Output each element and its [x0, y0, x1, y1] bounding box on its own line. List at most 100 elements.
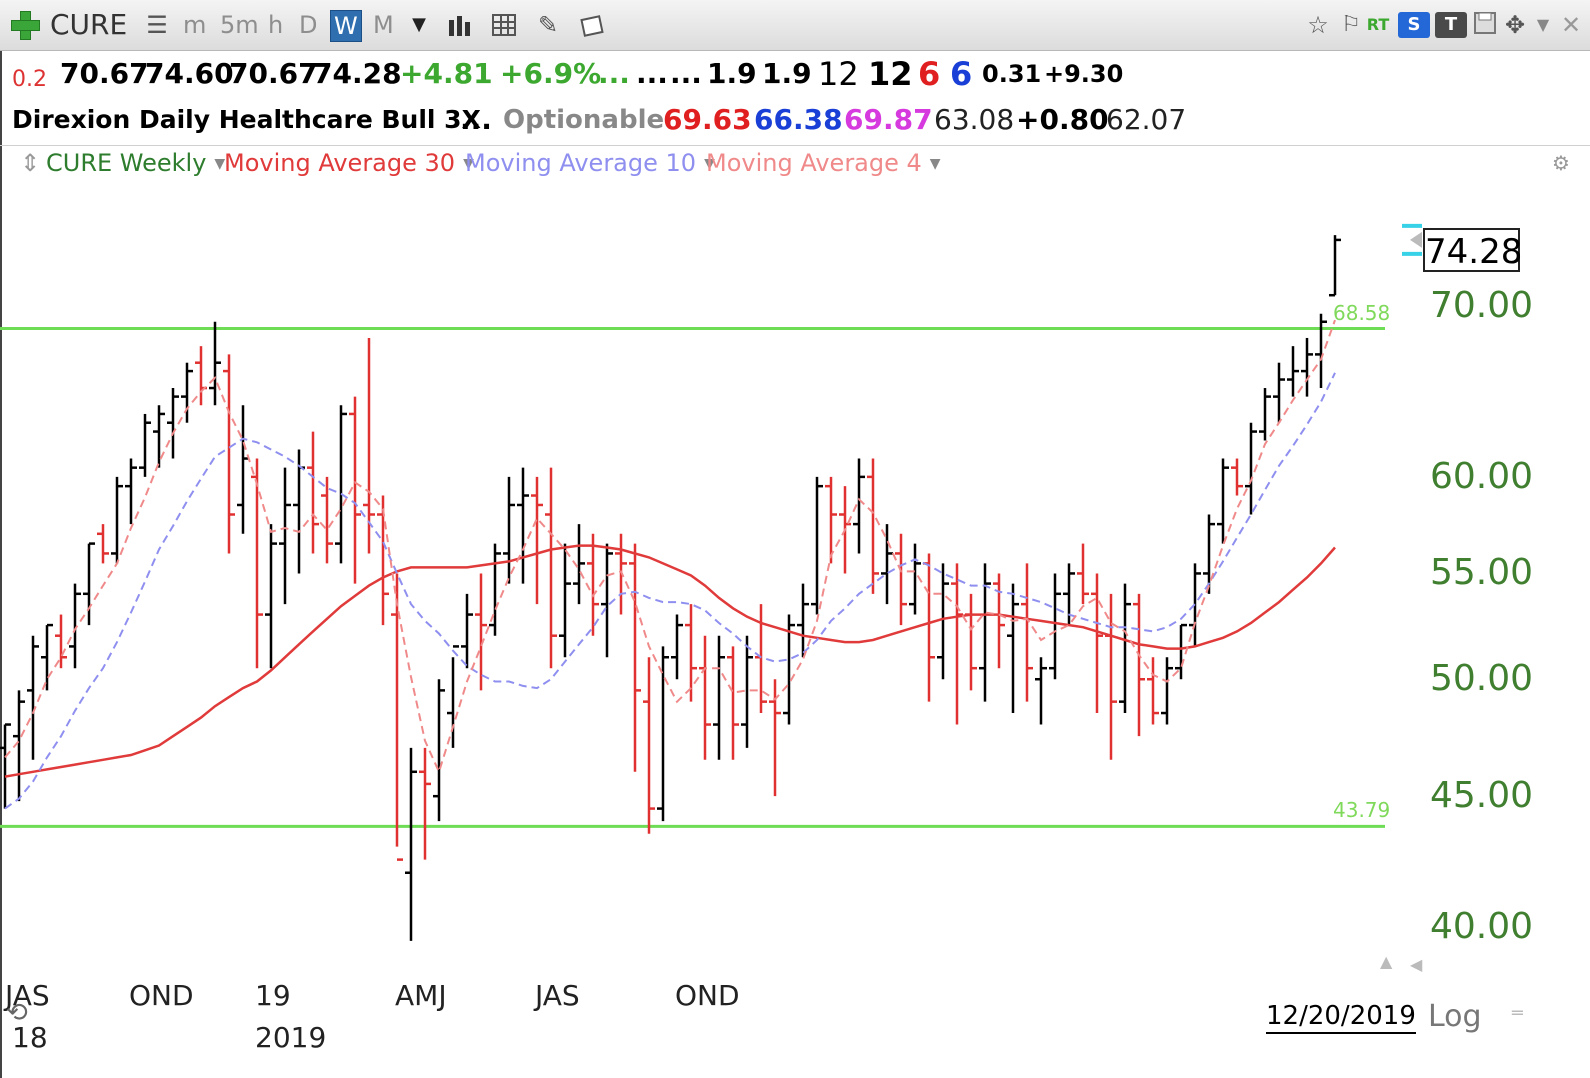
- period-week[interactable]: W: [330, 10, 362, 42]
- instrument-name: Direxion Daily Healthcare Bull 3X: [12, 105, 481, 134]
- ohlc-bar: [349, 396, 361, 584]
- period-minute[interactable]: m: [183, 11, 207, 39]
- star-icon[interactable]: ☆: [1307, 11, 1329, 39]
- ohlc-bar: [1273, 362, 1285, 423]
- legend-ma4[interactable]: Moving Average 4 ▼: [706, 149, 941, 177]
- reorder-handle-icon[interactable]: ⇕: [20, 149, 41, 177]
- ohlc-bar: [1203, 514, 1215, 594]
- ohlc-bar: [1091, 573, 1103, 714]
- menu-dropdown-icon[interactable]: ▼: [1536, 15, 1550, 34]
- quote-value-d: 12: [868, 55, 913, 93]
- list-icon[interactable]: ☰: [146, 11, 168, 39]
- x-tick-label: AMJ: [395, 979, 447, 1012]
- chart-type-icon[interactable]: [446, 10, 476, 40]
- ohlc-bar: [685, 604, 697, 702]
- legend-main-series[interactable]: CURE Weekly ▼: [46, 149, 226, 177]
- ohlc-bar: [279, 467, 291, 605]
- x-year-label: 2019: [255, 1021, 327, 1054]
- ohlc-bar: [433, 679, 445, 822]
- ohlc-bar: [993, 573, 1005, 669]
- info-value-b: +0.80: [1016, 103, 1109, 136]
- quote-high: 74.60: [145, 57, 234, 90]
- ohlc-bar: [209, 321, 221, 406]
- s-icon[interactable]: S: [1398, 12, 1430, 38]
- quote-ellipsis-3: ...: [670, 57, 702, 90]
- symbol-field[interactable]: CURE: [50, 8, 128, 41]
- ty-icon[interactable]: T: [1435, 12, 1467, 38]
- ohlc-bar: [251, 458, 263, 669]
- y-tick-label: 40.00: [1430, 905, 1534, 947]
- y-tick-label: 45.00: [1430, 775, 1534, 817]
- ohlc-bar: [881, 524, 893, 605]
- y-tick-label: 50.00: [1430, 658, 1534, 700]
- close-icon[interactable]: ✕: [1560, 11, 1582, 39]
- toolbar: CURE ☰ m 5m h D W M ▼ ✎ ☆ ⚐ RT S T ✥ ▼ ✕: [0, 0, 1590, 51]
- scroll-up-icon[interactable]: ▲: [1380, 952, 1393, 971]
- ohlc-bar: [769, 679, 781, 797]
- ohlc-bar: [139, 413, 151, 477]
- scale-handle-icon[interactable]: ═: [1512, 1003, 1523, 1024]
- last-price-label: 74.28: [1423, 228, 1522, 272]
- ohlc-bar: [671, 614, 683, 680]
- ohlc-bar: [1105, 593, 1117, 760]
- ohlc-bar: [55, 614, 67, 669]
- period-day[interactable]: D: [299, 11, 318, 39]
- pencil-icon[interactable]: ✎: [537, 11, 559, 39]
- ohlc-bar: [699, 635, 711, 760]
- move-icon[interactable]: ✥: [1504, 11, 1526, 39]
- save-icon[interactable]: [1470, 10, 1500, 40]
- period-dropdown-icon[interactable]: ▼: [412, 14, 426, 35]
- x-tick-label: OND: [675, 979, 740, 1012]
- scroll-left-icon[interactable]: ◀: [1410, 955, 1423, 974]
- legend-ma30[interactable]: Moving Average 30 ▼: [224, 149, 474, 177]
- ohlc-bar: [111, 476, 123, 564]
- ohlc-bar: [1147, 657, 1159, 725]
- flag-icon[interactable]: ⚐: [1341, 12, 1361, 37]
- date-selector[interactable]: 12/20/2019: [1266, 1000, 1416, 1034]
- rt-icon[interactable]: RT: [1366, 15, 1390, 34]
- y-tick-label: 70.00: [1430, 284, 1534, 326]
- ohlc-bar: [629, 543, 641, 772]
- ohlc-bar: [167, 388, 179, 459]
- quote-value-c: 12: [818, 55, 859, 93]
- ma4-line: [4, 319, 1336, 775]
- ohlc-bar: [727, 646, 739, 760]
- main-series-dropdown-icon: ▼: [214, 156, 226, 172]
- ohlc-bar: [1035, 657, 1047, 725]
- period-hour[interactable]: h: [268, 11, 284, 39]
- ohlc-bar: [573, 524, 585, 605]
- ohlc-bar: [545, 467, 557, 669]
- ohlc-bar: [321, 476, 333, 564]
- ohlc-bar: [1049, 573, 1061, 680]
- layout-icon[interactable]: [578, 10, 608, 40]
- ma10-value: 66.38: [754, 103, 843, 136]
- ohlc-bar: [811, 476, 823, 615]
- period-5-minute[interactable]: 5m: [220, 11, 259, 39]
- ohlc-bar: [1021, 563, 1033, 702]
- ohlc-bar: [125, 458, 137, 525]
- ohlc-bar: [503, 476, 515, 584]
- grid-icon[interactable]: [490, 10, 520, 40]
- x-tick-label: JAS: [535, 979, 580, 1012]
- ohlc-bar: [951, 563, 963, 725]
- ohlc-bar: [223, 354, 235, 554]
- ohlc-bar: [461, 593, 473, 669]
- ohlc-bar: [1007, 583, 1019, 714]
- quote-net-change: +4.81: [400, 57, 493, 90]
- add-icon[interactable]: [10, 10, 40, 40]
- legend-ma10[interactable]: Moving Average 10 ▼: [465, 149, 715, 177]
- ohlc-bar: [979, 563, 991, 702]
- ohlc-bar: [335, 405, 347, 564]
- quote-value-e: 0.31: [982, 60, 1042, 88]
- ohlc-bar: [1315, 313, 1327, 389]
- resistance-line-label: 68.58: [1333, 300, 1391, 325]
- info-value-a: 63.08: [934, 103, 1015, 136]
- settings-icon[interactable]: ⚙: [1552, 151, 1570, 175]
- period-month[interactable]: M: [373, 11, 394, 39]
- log-scale-toggle[interactable]: Log: [1428, 999, 1482, 1034]
- ohlc-bar: [1287, 346, 1299, 397]
- ohlc-bar: [1259, 388, 1271, 441]
- quote-change-small: 0.2: [12, 67, 47, 92]
- refresh-icon[interactable]: ⟲: [6, 998, 28, 1028]
